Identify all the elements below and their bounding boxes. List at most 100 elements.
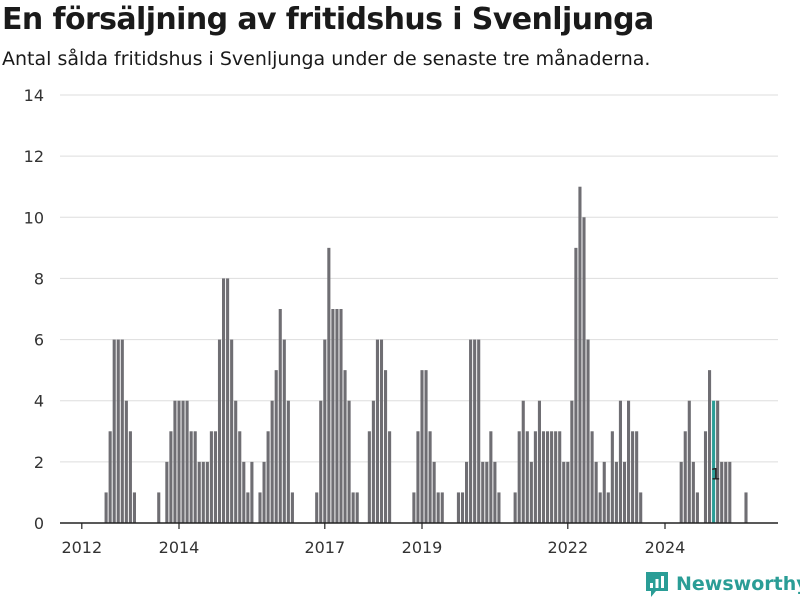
bar	[618, 400, 622, 523]
bar	[720, 461, 724, 523]
bar	[290, 492, 294, 523]
bar	[193, 431, 197, 523]
bar	[375, 339, 379, 523]
bar	[708, 370, 712, 523]
bar	[424, 370, 428, 523]
bar	[683, 431, 687, 523]
bar	[222, 278, 226, 523]
bar	[606, 492, 610, 523]
bar	[420, 370, 424, 523]
bar	[602, 461, 606, 523]
bar	[266, 431, 270, 523]
bar	[371, 400, 375, 523]
bar	[124, 400, 128, 523]
bar	[165, 461, 169, 523]
bar	[513, 492, 517, 523]
bar	[469, 339, 473, 523]
bar	[639, 492, 643, 523]
bar	[116, 339, 120, 523]
bar	[744, 492, 748, 523]
bar	[594, 461, 598, 523]
newsworthy-logo: Newsworthy	[644, 570, 800, 598]
newsworthy-logo-icon	[646, 572, 668, 597]
bar	[262, 461, 266, 523]
bar	[213, 431, 217, 523]
bar	[537, 400, 541, 523]
bar	[598, 492, 602, 523]
bar	[635, 431, 639, 523]
bar	[695, 492, 699, 523]
bar	[473, 339, 477, 523]
bar	[234, 400, 238, 523]
bar	[627, 400, 631, 523]
bar	[217, 339, 222, 523]
y-tick-label: 10	[24, 208, 44, 227]
bar	[209, 431, 213, 523]
bar	[201, 461, 205, 523]
bar	[525, 431, 529, 523]
bar	[679, 461, 683, 523]
x-tick-label: 2012	[61, 538, 102, 557]
bar	[554, 431, 558, 523]
bar	[546, 431, 550, 523]
bar	[189, 431, 193, 523]
bar	[315, 492, 319, 523]
bar	[286, 400, 290, 523]
bar	[132, 492, 136, 523]
bar	[384, 370, 388, 523]
bar	[169, 431, 173, 523]
bar	[412, 492, 416, 523]
y-tick-label: 4	[34, 392, 44, 411]
bar	[173, 400, 177, 523]
bar	[481, 461, 485, 523]
bar	[687, 400, 691, 523]
bar	[323, 339, 327, 523]
bar	[112, 339, 116, 523]
bar	[691, 461, 695, 523]
bar	[570, 400, 574, 523]
bar	[351, 492, 355, 523]
x-tick-label: 2017	[304, 538, 345, 557]
y-tick-label: 14	[24, 86, 44, 105]
bar	[428, 431, 432, 523]
bar	[521, 400, 525, 523]
bar	[242, 461, 246, 523]
chart-title: En försäljning av fritidshus i Svenljung…	[2, 2, 654, 37]
bar	[590, 431, 594, 523]
bar	[541, 431, 546, 523]
bar	[335, 309, 339, 523]
bar	[177, 400, 181, 523]
x-tick-label: 2014	[159, 538, 200, 557]
bar	[278, 309, 282, 523]
bar	[436, 492, 440, 523]
bar	[614, 461, 618, 523]
bar	[550, 431, 554, 523]
bar	[282, 339, 286, 523]
highlighted-bar	[712, 400, 716, 523]
bar	[477, 339, 481, 523]
data-label: 1	[711, 464, 721, 483]
bar	[258, 492, 262, 523]
chart-subtitle: Antal sålda fritidshus i Svenljunga unde…	[2, 48, 651, 70]
bar	[610, 431, 614, 523]
bar	[456, 492, 460, 523]
bar	[582, 217, 586, 524]
bar	[416, 431, 420, 523]
bar	[432, 461, 436, 523]
bar	[319, 400, 323, 523]
bar	[529, 461, 533, 523]
bar	[205, 461, 209, 523]
x-tick-label: 2024	[645, 538, 686, 557]
y-tick-label: 0	[34, 514, 44, 533]
bar	[327, 247, 331, 524]
y-tick-label: 2	[34, 453, 44, 472]
bar	[724, 461, 728, 523]
bar	[562, 461, 566, 523]
bar	[157, 492, 161, 523]
bar	[497, 492, 501, 523]
bar	[274, 370, 278, 523]
bar	[460, 492, 465, 523]
bar	[339, 309, 343, 523]
bar	[197, 461, 201, 523]
